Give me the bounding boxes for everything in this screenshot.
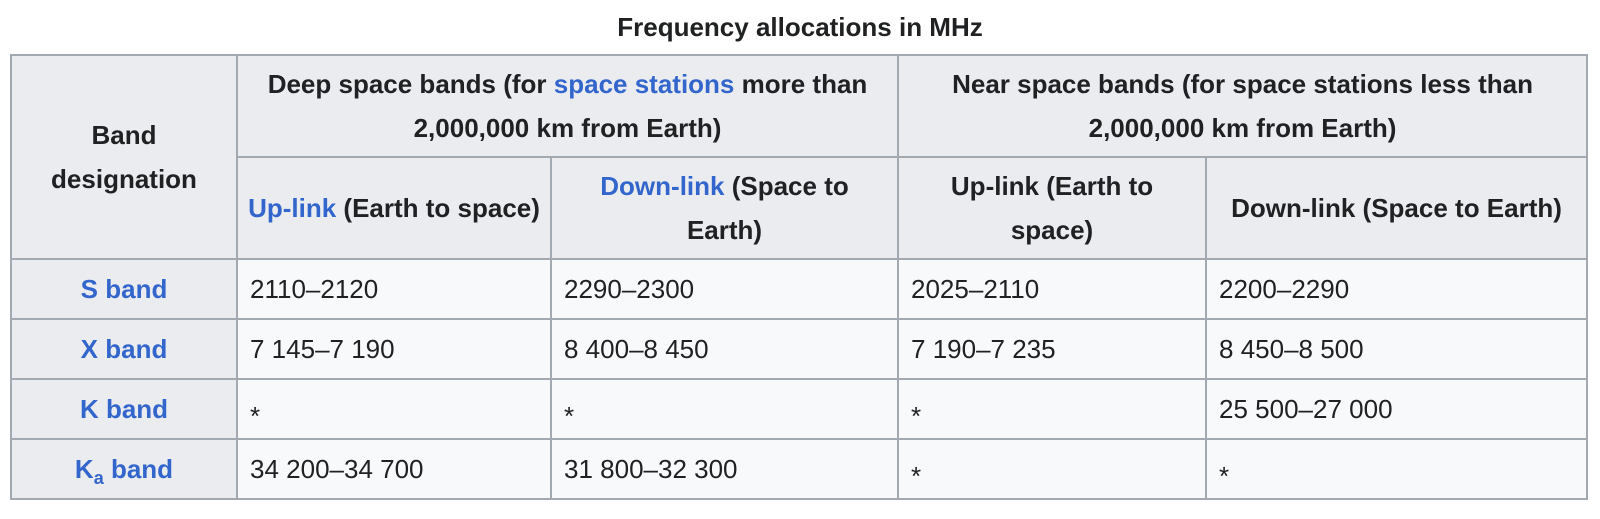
- table-caption: Frequency allocations in MHz: [617, 12, 983, 42]
- table-cell: *: [1205, 438, 1589, 500]
- near-downlink-header: Down-link (Space to Earth): [1205, 156, 1589, 260]
- deep-space-header: Deep space bands (for space stations mor…: [235, 54, 900, 158]
- table-cell: 7 190–7 235: [897, 318, 1208, 380]
- table-cell: *: [897, 378, 1208, 440]
- uplink-link[interactable]: Up-link: [248, 193, 337, 223]
- deep-downlink-header: Down-link (Space to Earth): [549, 156, 900, 260]
- ka-band-link[interactable]: Ka band: [10, 438, 238, 500]
- frequency-table: Band designation Deep space bands (for s…: [10, 54, 1589, 500]
- table-cell: 25 500–27 000: [1205, 378, 1589, 440]
- table-row: Ka band 34 200–34 700 31 800–32 300 * *: [10, 438, 1589, 500]
- table-cell: 8 400–8 450: [549, 318, 900, 380]
- ka-band-main: K: [74, 454, 94, 484]
- table-cell: 2290–2300: [549, 258, 900, 320]
- ka-band-rest: band: [103, 454, 174, 484]
- table-row: S band 2110–2120 2290–2300 2025–2110 220…: [10, 258, 1589, 320]
- near-uplink-header: Up-link (Earth to space): [897, 156, 1208, 260]
- ka-band-subscript: a: [93, 468, 104, 488]
- table-cell: 34 200–34 700: [236, 438, 552, 500]
- near-space-header: Near space bands (for space stations les…: [897, 54, 1589, 158]
- table-cell: *: [897, 438, 1208, 500]
- deep-space-header-prefix: Deep space bands (for: [267, 69, 554, 99]
- table-cell: 2200–2290: [1205, 258, 1589, 320]
- k-band-link[interactable]: K band: [10, 378, 238, 440]
- table-cell: 31 800–32 300: [549, 438, 900, 500]
- table-cell: *: [549, 378, 900, 440]
- table-row: K band * * * 25 500–27 000: [10, 378, 1589, 440]
- header-row-2: Up-link (Earth to space) Down-link (Spac…: [11, 156, 1589, 260]
- deep-uplink-suffix: (Earth to space): [336, 193, 540, 223]
- deep-space-header-suffix: more than 2,000,000 km from Earth): [413, 69, 868, 143]
- space-stations-link[interactable]: space stations: [553, 69, 735, 99]
- header-row-1: Band designation Deep space bands (for s…: [10, 54, 1589, 260]
- table-cell: *: [236, 378, 552, 440]
- deep-downlink-suffix: (Space to Earth): [686, 171, 849, 245]
- table-cell: 2025–2110: [897, 258, 1208, 320]
- s-band-link[interactable]: S band: [10, 258, 238, 320]
- x-band-link[interactable]: X band: [10, 318, 238, 380]
- table-cell: 8 450–8 500: [1205, 318, 1589, 380]
- downlink-link[interactable]: Down-link: [600, 171, 725, 201]
- band-designation-header: Band designation: [10, 54, 238, 260]
- deep-uplink-header: Up-link (Earth to space): [236, 156, 552, 260]
- table-cell: 2110–2120: [236, 258, 552, 320]
- table-row: X band 7 145–7 190 8 400–8 450 7 190–7 2…: [10, 318, 1589, 380]
- table-cell: 7 145–7 190: [236, 318, 552, 380]
